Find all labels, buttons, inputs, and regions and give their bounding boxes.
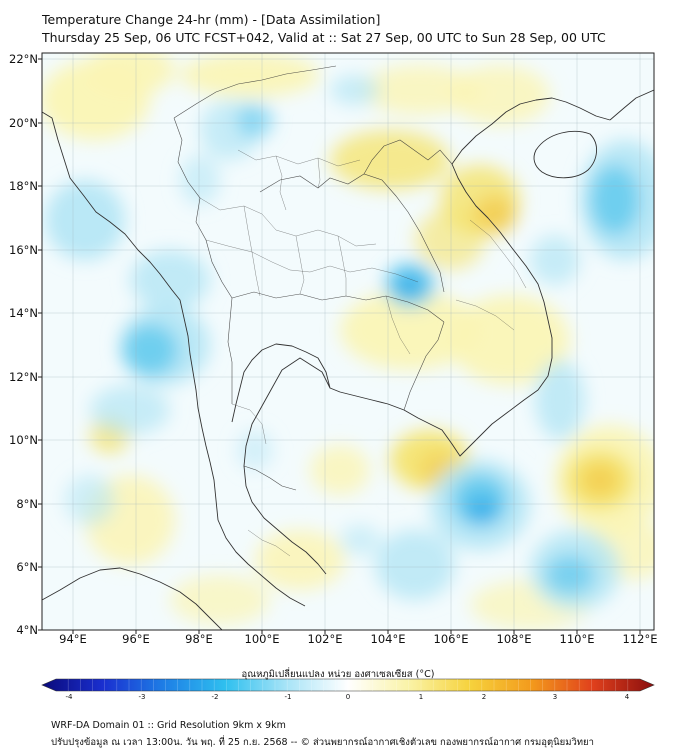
temperature-anomaly-area xyxy=(530,235,580,285)
temperature-anomaly-area xyxy=(535,360,585,440)
thai-peninsula-west xyxy=(209,461,306,607)
coastline xyxy=(42,89,654,630)
lat-label: 22°N xyxy=(9,52,38,66)
footer-model-info: WRF-DA Domain 01 :: Grid Resolution 9km … xyxy=(51,720,286,731)
lat-label: 6°N xyxy=(16,560,38,574)
temperature-anomaly-area xyxy=(45,180,125,260)
province-lines xyxy=(199,149,527,557)
lat-label: 14°N xyxy=(9,306,38,320)
colorbar-tick: 1 xyxy=(418,693,424,701)
colorbar-tick: -1 xyxy=(284,693,292,701)
colorbar-tick: 2 xyxy=(481,693,487,701)
colorbar-tick: -4 xyxy=(65,693,73,701)
lon-label: 112°E xyxy=(622,632,658,646)
lat-label: 18°N xyxy=(9,179,38,193)
lon-label: 96°E xyxy=(122,632,150,646)
colorbar xyxy=(41,678,655,692)
temperature-anomaly-area xyxy=(590,165,640,235)
temperature-anomaly-area xyxy=(450,65,550,125)
lon-label: 102°E xyxy=(307,632,343,646)
temperature-anomaly-area xyxy=(90,385,170,435)
lat-label: 12°N xyxy=(9,370,38,384)
temperature-anomaly-area xyxy=(340,525,380,555)
temperature-anomaly-area xyxy=(473,195,517,235)
lon-label: 106°E xyxy=(433,632,469,646)
temperature-anomaly-area xyxy=(310,445,370,495)
temperature-anomaly-area xyxy=(582,464,618,496)
colorbar-title: อุณหภูมิเปลี่ยนแปลง หน่วย องศาเซลเซียส (… xyxy=(241,669,435,680)
temperature-anomaly-area xyxy=(180,155,220,205)
temperature-anomaly-area xyxy=(360,65,480,115)
lon-label: 104°E xyxy=(370,632,406,646)
colorbar-tick: -3 xyxy=(138,693,146,701)
myanmar-coast xyxy=(42,111,211,463)
lat-label: 8°N xyxy=(16,497,38,511)
chart-title: Temperature Change 24-hr (mm) - [Data As… xyxy=(42,12,381,27)
axis-ticks xyxy=(38,58,641,634)
map-frame xyxy=(41,52,655,631)
temperature-anomaly-area xyxy=(122,324,178,376)
temperature-anomaly-area xyxy=(450,295,570,385)
temperature-map xyxy=(38,52,655,692)
lon-label: 110°E xyxy=(559,632,595,646)
colorbar-divisions xyxy=(67,679,629,691)
sumatra-coast xyxy=(42,567,223,630)
temperature-anomaly-area xyxy=(330,130,450,190)
grid-lines xyxy=(42,53,654,630)
colorbar-tick: 0 xyxy=(345,693,351,701)
colorbar-bar xyxy=(41,678,655,692)
temperature-anomaly-area xyxy=(340,290,480,370)
lat-label: 4°N xyxy=(16,623,38,637)
temperature-anomaly-area xyxy=(85,53,175,95)
temperature-anomaly-area xyxy=(65,475,115,525)
temperature-anomaly-area xyxy=(415,210,485,270)
temperature-anomaly-area xyxy=(180,53,320,97)
lon-label: 100°E xyxy=(244,632,280,646)
temperature-field xyxy=(42,53,654,630)
lat-label: 16°N xyxy=(9,243,38,257)
temperature-anomaly-area xyxy=(396,273,424,297)
lon-label: 94°E xyxy=(59,632,87,646)
temperature-anomaly-area xyxy=(130,250,210,310)
temperature-anomaly-area xyxy=(237,430,273,470)
gulf-cambodia-vietnam xyxy=(329,97,611,457)
temperature-anomaly-area xyxy=(466,496,498,524)
temperature-anomaly-area xyxy=(545,555,595,595)
lat-label: 10°N xyxy=(9,433,38,447)
lon-label: 98°E xyxy=(185,632,213,646)
hainan-island xyxy=(533,131,597,179)
temperature-anomaly-area xyxy=(330,75,380,105)
temperature-anomaly-area xyxy=(170,575,270,625)
colorbar-tick: 3 xyxy=(552,693,558,701)
footer-credit: ปรับปรุงข้อมูล ณ เวลา 13:00น. วัน พฤ. ที… xyxy=(51,737,594,748)
colorbar-tick: 4 xyxy=(624,693,630,701)
temperature-anomaly-area xyxy=(375,530,455,600)
lon-label: 108°E xyxy=(496,632,532,646)
temperature-anomaly-area xyxy=(237,102,273,138)
temperature-anomaly-area xyxy=(255,530,345,590)
colorbar-tick: -2 xyxy=(211,693,219,701)
lat-label: 20°N xyxy=(9,116,38,130)
thai-peninsula-east xyxy=(231,343,331,575)
chart-subtitle: Thursday 25 Sep, 06 UTC FCST+042, Valid … xyxy=(42,30,606,45)
north-coast xyxy=(609,89,654,121)
